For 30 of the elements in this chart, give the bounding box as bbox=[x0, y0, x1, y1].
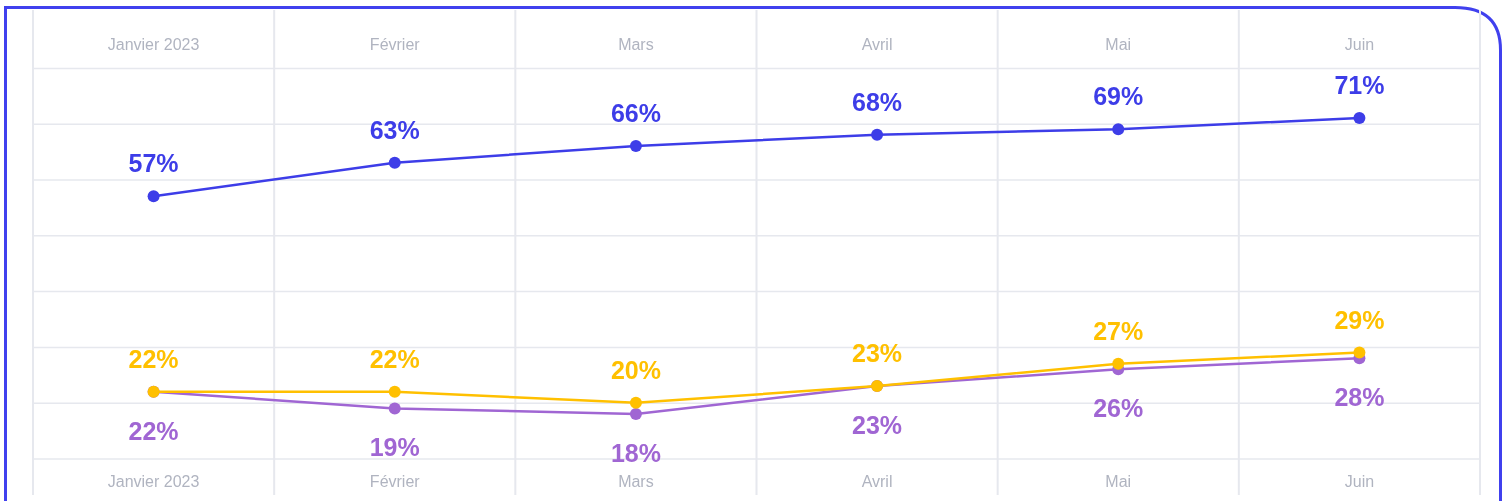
category-label: Juin bbox=[1344, 473, 1375, 490]
x-tick-label: Avril bbox=[861, 36, 893, 53]
category-label: Janvier 2023 bbox=[107, 473, 200, 490]
data-label: 22% bbox=[128, 344, 179, 373]
data-label: 23% bbox=[852, 339, 903, 368]
data-label: 18% bbox=[610, 439, 661, 467]
data-label: 22% bbox=[128, 416, 179, 445]
data-label: 19% bbox=[369, 433, 420, 462]
data-label: 26% bbox=[1093, 394, 1144, 423]
x-tick-label: Février bbox=[369, 36, 421, 53]
data-label: 28% bbox=[1334, 383, 1385, 412]
data-label: 29% bbox=[1334, 305, 1385, 334]
x-tick-label: Mars bbox=[618, 36, 654, 53]
category-label: Février bbox=[369, 473, 420, 490]
data-label: 71% bbox=[1334, 71, 1385, 99]
category-label: Mars bbox=[618, 473, 654, 490]
data-label: 68% bbox=[852, 87, 903, 116]
data-label: 57% bbox=[128, 149, 179, 178]
data-label: 27% bbox=[1093, 316, 1144, 345]
x-tick-label: Mai bbox=[1105, 36, 1132, 53]
data-label: 63% bbox=[369, 115, 420, 144]
data-label: 22% bbox=[369, 344, 420, 373]
category-label: Avril bbox=[861, 473, 893, 490]
data-label: 69% bbox=[1093, 82, 1144, 111]
data-label: 23% bbox=[852, 411, 903, 440]
data-label: 66% bbox=[610, 98, 661, 127]
x-tick-label: Janvier 2023 bbox=[107, 36, 200, 53]
x-tick-label: Juin bbox=[1344, 36, 1375, 53]
category-label: Mai bbox=[1105, 473, 1132, 490]
data-label: 20% bbox=[610, 355, 661, 384]
